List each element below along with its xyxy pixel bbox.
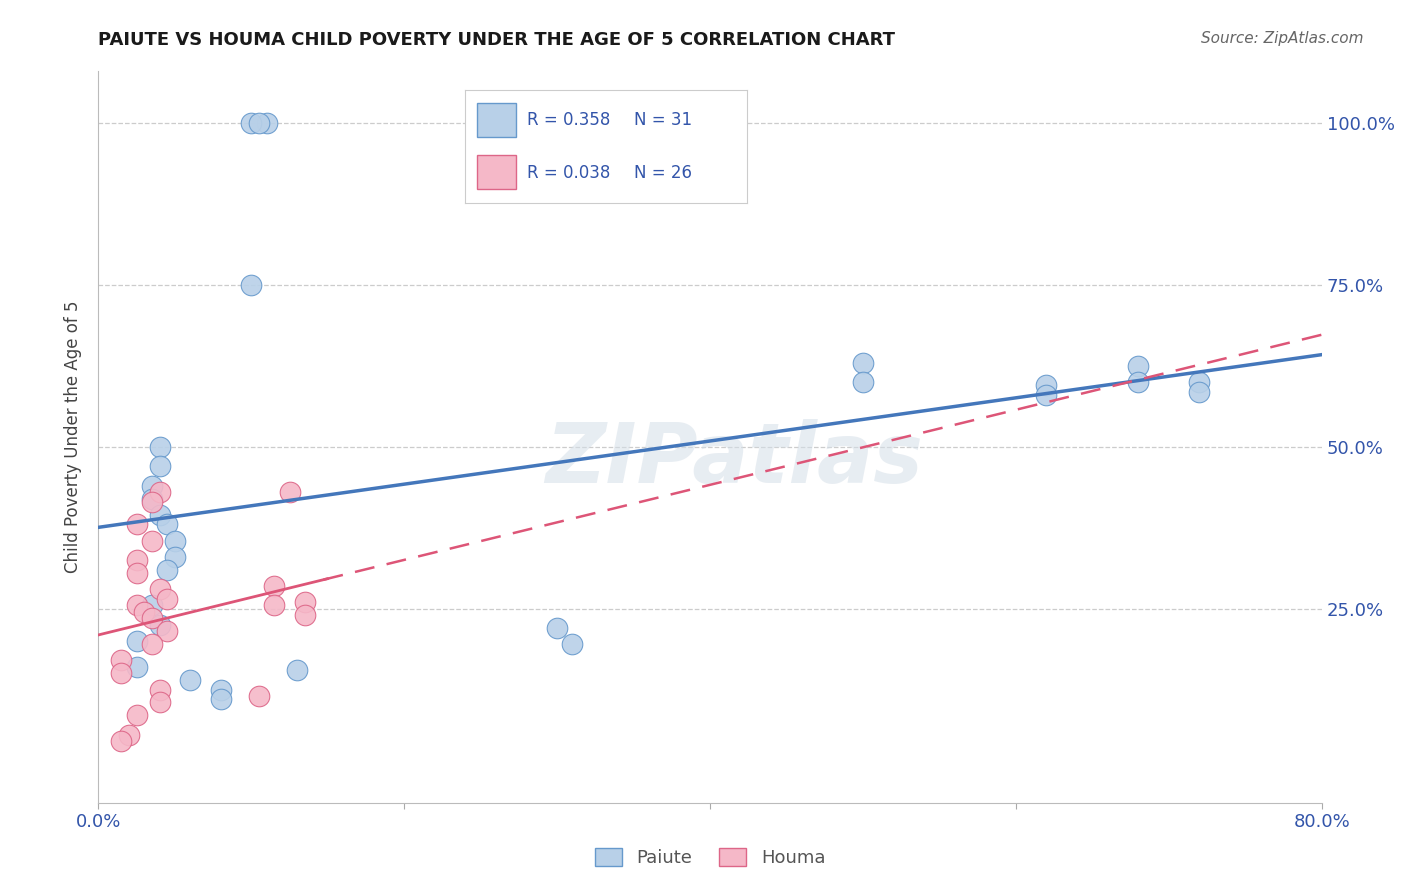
Point bbox=[141, 599, 163, 613]
Point bbox=[852, 375, 875, 389]
Point bbox=[149, 485, 172, 500]
Point bbox=[125, 660, 148, 674]
Point bbox=[149, 440, 172, 454]
Point bbox=[149, 682, 172, 697]
Point bbox=[118, 728, 141, 742]
Point bbox=[1128, 359, 1150, 373]
Point bbox=[247, 689, 270, 703]
Point bbox=[156, 624, 179, 639]
Point bbox=[156, 517, 179, 532]
Point bbox=[546, 621, 568, 635]
Point bbox=[125, 708, 148, 723]
Point bbox=[263, 579, 285, 593]
Point bbox=[1188, 375, 1211, 389]
Point bbox=[1035, 378, 1057, 392]
Point bbox=[240, 277, 263, 292]
Point bbox=[1035, 388, 1057, 402]
Point bbox=[110, 734, 132, 748]
Point bbox=[141, 495, 163, 509]
Point bbox=[263, 599, 285, 613]
Point bbox=[149, 459, 172, 474]
Point bbox=[156, 591, 179, 606]
Point bbox=[209, 692, 232, 706]
Point bbox=[141, 611, 163, 625]
Point bbox=[125, 566, 148, 580]
Point bbox=[852, 356, 875, 370]
Point bbox=[240, 116, 263, 130]
Text: Source: ZipAtlas.com: Source: ZipAtlas.com bbox=[1201, 31, 1364, 46]
Point bbox=[125, 517, 148, 532]
Point bbox=[278, 485, 301, 500]
Point bbox=[209, 682, 232, 697]
Point bbox=[149, 582, 172, 597]
Point bbox=[163, 549, 186, 564]
Point bbox=[125, 634, 148, 648]
Point bbox=[141, 478, 163, 492]
Point bbox=[163, 533, 186, 548]
Point bbox=[256, 116, 278, 130]
Text: ZIPatlas: ZIPatlas bbox=[546, 418, 924, 500]
Point bbox=[125, 553, 148, 567]
Point bbox=[294, 595, 316, 609]
Point bbox=[141, 491, 163, 506]
Point bbox=[149, 508, 172, 522]
Legend: Paiute, Houma: Paiute, Houma bbox=[588, 840, 832, 874]
Text: PAIUTE VS HOUMA CHILD POVERTY UNDER THE AGE OF 5 CORRELATION CHART: PAIUTE VS HOUMA CHILD POVERTY UNDER THE … bbox=[98, 31, 896, 49]
Point bbox=[156, 563, 179, 577]
Point bbox=[179, 673, 201, 687]
Point bbox=[141, 533, 163, 548]
Point bbox=[149, 696, 172, 710]
Point bbox=[285, 663, 308, 677]
Point bbox=[141, 637, 163, 651]
Point bbox=[561, 637, 583, 651]
Point bbox=[149, 617, 172, 632]
Point bbox=[1188, 384, 1211, 399]
Point bbox=[294, 608, 316, 623]
Point bbox=[125, 599, 148, 613]
Point bbox=[1128, 375, 1150, 389]
Point bbox=[134, 605, 156, 619]
Point bbox=[247, 116, 270, 130]
Y-axis label: Child Poverty Under the Age of 5: Child Poverty Under the Age of 5 bbox=[65, 301, 83, 574]
Point bbox=[110, 666, 132, 681]
Point bbox=[110, 653, 132, 667]
